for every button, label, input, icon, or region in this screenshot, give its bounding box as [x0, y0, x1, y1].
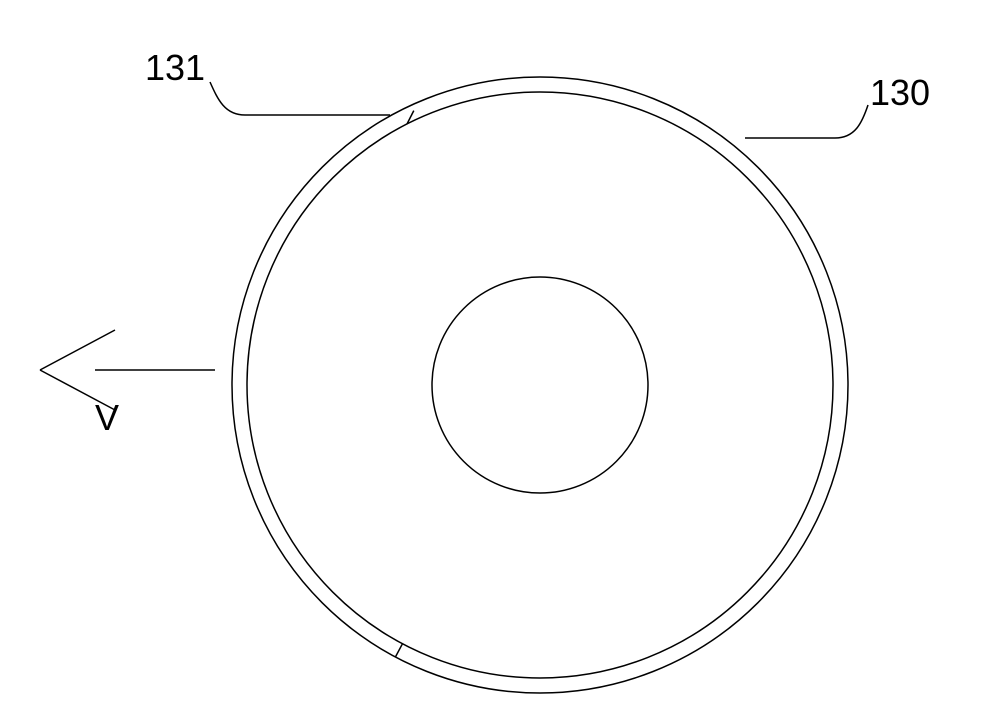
label-130: 130 — [870, 72, 930, 113]
inner-circle — [432, 277, 648, 493]
arrow-head-up — [40, 330, 115, 370]
leader-130 — [745, 105, 868, 138]
label-V: V — [95, 397, 119, 438]
leader-131 — [210, 82, 390, 115]
outer-ring-outer — [232, 77, 848, 693]
outer-ring-inner — [247, 92, 833, 678]
technical-diagram: 131 130 V — [0, 0, 1000, 703]
radial-line-bottom — [395, 644, 402, 657]
label-131: 131 — [145, 47, 205, 88]
